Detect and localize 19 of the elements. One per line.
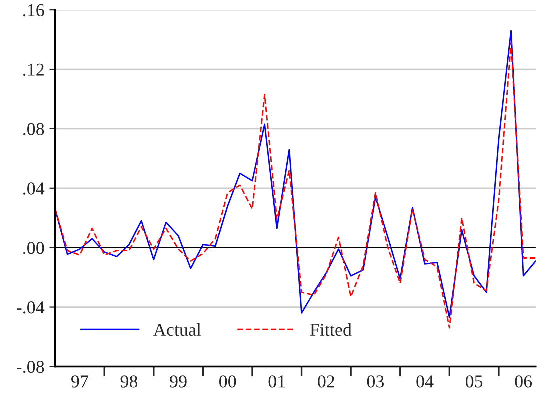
x-tick-label: 02 <box>318 376 334 388</box>
y-tick-label: .08 <box>24 123 44 136</box>
x-tick-label: 98 <box>120 376 138 388</box>
y-tick-label: -.04 <box>16 302 45 314</box>
y-tick-label: .04 <box>24 182 45 195</box>
y-tick-label: .00 <box>24 242 44 254</box>
legend-label: Actual <box>154 323 202 336</box>
x-tick-label: 99 <box>170 376 187 388</box>
y-tick-label: .16 <box>24 4 44 17</box>
x-tick-label: 97 <box>72 376 88 388</box>
x-tick-label: 00 <box>220 376 236 388</box>
x-tick-label: 05 <box>466 376 483 388</box>
y-tick-label: -.08 <box>16 360 44 374</box>
x-tick-label: 01 <box>268 376 286 388</box>
x-tick-label: 03 <box>367 376 384 388</box>
x-tick-label: 04 <box>416 376 434 388</box>
x-tick-label: 06 <box>515 376 532 388</box>
y-tick-label: .12 <box>24 64 44 76</box>
legend-label: Fitted <box>310 323 352 336</box>
